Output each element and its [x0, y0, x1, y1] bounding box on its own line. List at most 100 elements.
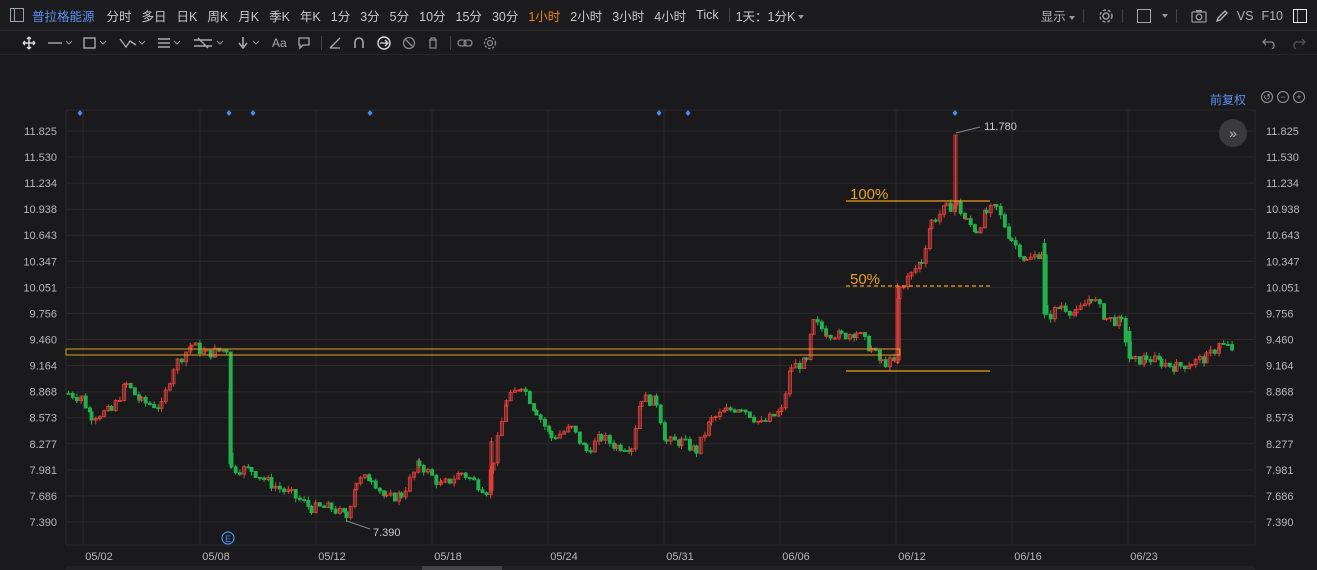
display-dropdown[interactable]: 显示 — [1041, 6, 1075, 25]
side-panel-icon[interactable] — [1293, 8, 1307, 23]
candle-body — [763, 420, 768, 422]
candlestick-chart[interactable]: 11.825 11.825 11.530 11.530 11.234 11.234 10.9… — [0, 55, 1317, 570]
y-tick-label-right: 8.277 — [1266, 439, 1294, 451]
candle-body — [384, 494, 389, 497]
timeframe-tab[interactable]: 30分 — [491, 9, 519, 24]
arrow-icon[interactable] — [236, 36, 262, 50]
candle-body — [447, 478, 452, 484]
stock-name[interactable]: 普拉格能源 — [32, 9, 95, 24]
timeframe-tab[interactable]: 日K — [176, 9, 198, 24]
candle-body — [962, 212, 967, 220]
sync-icon[interactable] — [376, 35, 392, 51]
price-adjust-toggle[interactable]: 前复权 — [1210, 93, 1247, 107]
candle-body — [443, 478, 448, 483]
timeframe-tab[interactable]: 5分 — [389, 9, 410, 24]
timeframe-tab[interactable]: 2小时 — [570, 9, 603, 24]
timeframe-tab[interactable]: 分时 — [106, 9, 132, 24]
candle-body — [913, 268, 918, 273]
candle-body — [293, 489, 298, 499]
candle-body — [677, 439, 682, 447]
link-icon[interactable] — [457, 37, 473, 49]
timeframe-tab[interactable]: 年K — [299, 9, 321, 24]
text-icon[interactable]: Aa — [272, 35, 287, 50]
candle-body — [480, 489, 485, 494]
timeframe-tab[interactable]: Tick — [696, 8, 719, 22]
timeframe-tab[interactable]: 10分 — [419, 9, 446, 24]
shape-icon[interactable] — [82, 36, 108, 50]
comment-icon[interactable] — [297, 36, 311, 50]
candle-body — [988, 205, 993, 214]
candle-body — [1117, 316, 1122, 327]
candle-body — [508, 391, 513, 402]
line-icon[interactable] — [46, 38, 72, 48]
pen-icon[interactable] — [1215, 9, 1229, 23]
candle-body — [901, 286, 906, 289]
period-dropdown[interactable]: 1天：1分K — [736, 6, 805, 25]
candle-body — [467, 477, 472, 480]
layout-icon[interactable] — [1136, 8, 1151, 23]
redo-icon[interactable] — [1291, 37, 1307, 49]
candle-body — [237, 472, 242, 475]
candle-body — [839, 330, 844, 334]
hide-icon[interactable] — [402, 36, 416, 50]
candle-body — [1089, 299, 1094, 302]
panel-toggle-icon[interactable] — [10, 8, 24, 22]
timeframe-tab-active[interactable]: 1小时 — [528, 9, 561, 24]
vs-button[interactable]: VS — [1236, 8, 1254, 23]
delete-icon[interactable] — [426, 36, 440, 50]
candle-body — [519, 388, 524, 391]
zoom-out-icon[interactable]: − — [1277, 91, 1289, 103]
timeframe-tab[interactable]: 3分 — [360, 9, 380, 24]
candle-body — [779, 407, 784, 413]
timeframe-tab[interactable]: 月K — [238, 9, 260, 24]
expand-button[interactable]: » — [1219, 119, 1247, 147]
y-tick-label-right: 10.347 — [1266, 256, 1300, 268]
magnet-icon[interactable] — [352, 36, 366, 50]
candle-body — [113, 400, 118, 411]
timeframe-tab[interactable]: 周K — [207, 9, 229, 24]
fib-icon[interactable] — [156, 36, 182, 50]
candle-body — [1007, 226, 1012, 239]
event-marker — [226, 110, 232, 116]
chevron-down-icon[interactable] — [1161, 13, 1168, 18]
candle-body — [313, 502, 318, 514]
event-marker — [685, 110, 691, 116]
chart-area[interactable]: 11.825 11.825 11.530 11.530 11.234 11.234 10.9… — [0, 55, 1317, 570]
candle-body — [603, 435, 608, 441]
timeframe-tab[interactable]: 3小时 — [612, 9, 645, 24]
camera-icon[interactable] — [1191, 9, 1207, 23]
f10-button[interactable]: F10 — [1261, 8, 1283, 23]
reset-icon[interactable]: ↺ — [1261, 91, 1273, 103]
zoom-in-icon[interactable]: + — [1293, 91, 1305, 103]
timeframe-tab[interactable]: 多日 — [141, 9, 167, 24]
candle-body — [228, 388, 233, 465]
candle-body — [463, 472, 468, 479]
timeframe-tab[interactable]: 1分 — [330, 9, 351, 24]
candle-body — [204, 349, 209, 352]
timeframe-tab[interactable]: 4小时 — [654, 9, 687, 24]
candle-body — [476, 479, 481, 491]
ruler-icon[interactable] — [328, 36, 342, 50]
timeframe-tab[interactable]: 15分 — [455, 9, 482, 24]
move-icon[interactable] — [22, 36, 36, 50]
candle-body — [824, 334, 829, 337]
candle-body — [569, 425, 574, 428]
pattern-icon[interactable] — [192, 36, 226, 50]
undo-icon[interactable] — [1261, 37, 1277, 49]
candle-body — [1093, 299, 1098, 302]
candle-body — [843, 332, 848, 340]
candle-body — [542, 418, 547, 427]
candle-body — [683, 438, 688, 441]
y-tick-label-left: 9.164 — [29, 361, 57, 373]
path-icon[interactable] — [118, 36, 146, 50]
candle-body — [679, 438, 684, 447]
timeframe-tab[interactable]: 季K — [269, 9, 290, 24]
y-tick-label-left: 8.573 — [29, 413, 57, 425]
settings-icon[interactable] — [483, 36, 497, 50]
candle-body — [629, 448, 634, 452]
low-price-label: 7.390 — [373, 527, 401, 539]
gear-icon[interactable] — [1098, 8, 1114, 24]
candle-body — [1119, 316, 1124, 319]
candle-body — [1002, 214, 1007, 228]
candle-body — [702, 434, 707, 438]
